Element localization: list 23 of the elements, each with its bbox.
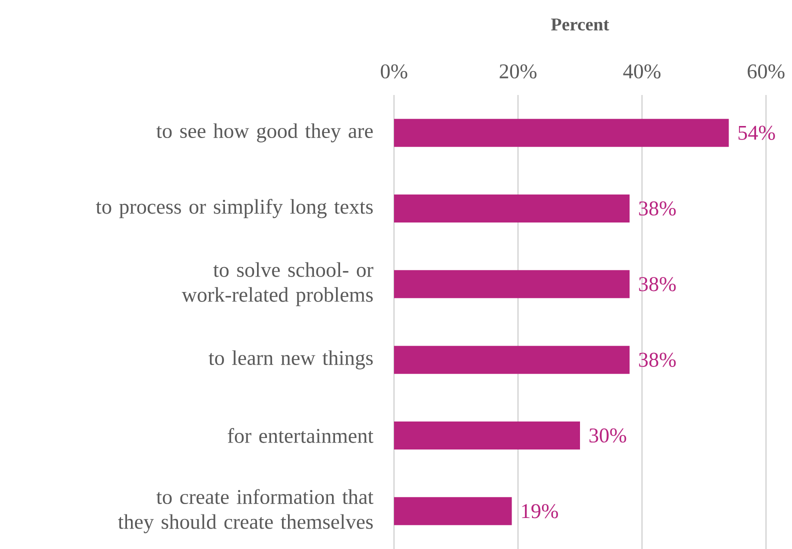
y-tick-label: for entertainment [228, 428, 374, 443]
data-label: 19% [522, 504, 558, 518]
y-tick-label: to create information that they should create themselves [118, 489, 374, 534]
data-label: 38% [639, 277, 676, 292]
y-tick-label: to solve school- or work-related problems [182, 262, 374, 306]
x-tick-label: 0% [380, 64, 408, 79]
y-tick-label: to learn new things [208, 350, 373, 370]
bar [394, 422, 580, 450]
data-label: 38% [639, 352, 676, 367]
data-label: 30% [590, 428, 626, 443]
y-tick-label: to process or simplify long texts [96, 198, 373, 218]
data-label: 38% [639, 201, 676, 216]
x-axis-title: Percent [551, 18, 610, 30]
bar [394, 497, 512, 526]
x-tick-label: 40% [623, 64, 660, 79]
bar [394, 194, 630, 223]
bar [394, 118, 729, 147]
x-tick-label: 60% [748, 64, 784, 79]
bar [394, 346, 630, 374]
x-tick-label: 20% [500, 64, 536, 79]
y-tick-label: to see how good they are [156, 123, 373, 142]
data-label: 54% [738, 126, 775, 140]
bar [394, 270, 630, 298]
